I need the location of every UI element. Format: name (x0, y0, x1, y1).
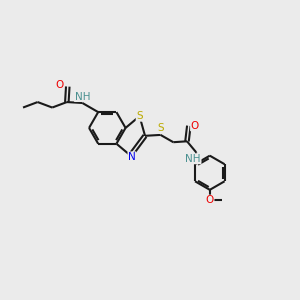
Text: NH: NH (75, 92, 90, 101)
Text: O: O (190, 121, 199, 131)
Text: O: O (56, 80, 64, 90)
Text: NH: NH (185, 154, 201, 164)
Text: N: N (128, 152, 136, 162)
Text: S: S (136, 111, 143, 121)
Text: O: O (206, 195, 214, 205)
Text: S: S (157, 123, 164, 134)
